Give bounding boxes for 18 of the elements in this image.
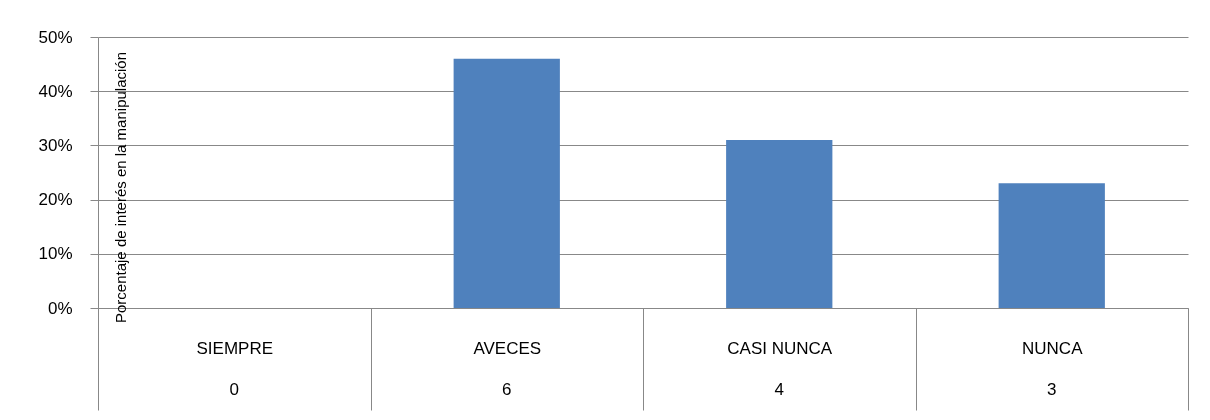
bar: [998, 183, 1105, 308]
bar: [453, 58, 560, 308]
y-tick-label: 20%: [38, 190, 73, 210]
bar: [726, 139, 833, 308]
y-tick-label: 40%: [38, 81, 73, 101]
y-tick-label: 50%: [38, 27, 73, 47]
text: 3: [1047, 380, 1057, 399]
text: 6: [502, 380, 512, 399]
y-tick-label: 0%: [47, 298, 73, 318]
x-tick-label: SIEMPRE: [196, 338, 274, 358]
text: 4: [774, 380, 784, 399]
text: 0: [229, 380, 239, 399]
y-axis-title: Porcentaje de interés en la manipulación: [111, 51, 129, 324]
x-tick-label: CASI NUNCA: [727, 338, 833, 358]
x-tick-label: AVECES: [473, 338, 542, 358]
x-tick-label: NUNCA: [1022, 338, 1084, 358]
y-tick-label: 30%: [38, 135, 73, 155]
y-tick-label: 10%: [38, 244, 73, 264]
